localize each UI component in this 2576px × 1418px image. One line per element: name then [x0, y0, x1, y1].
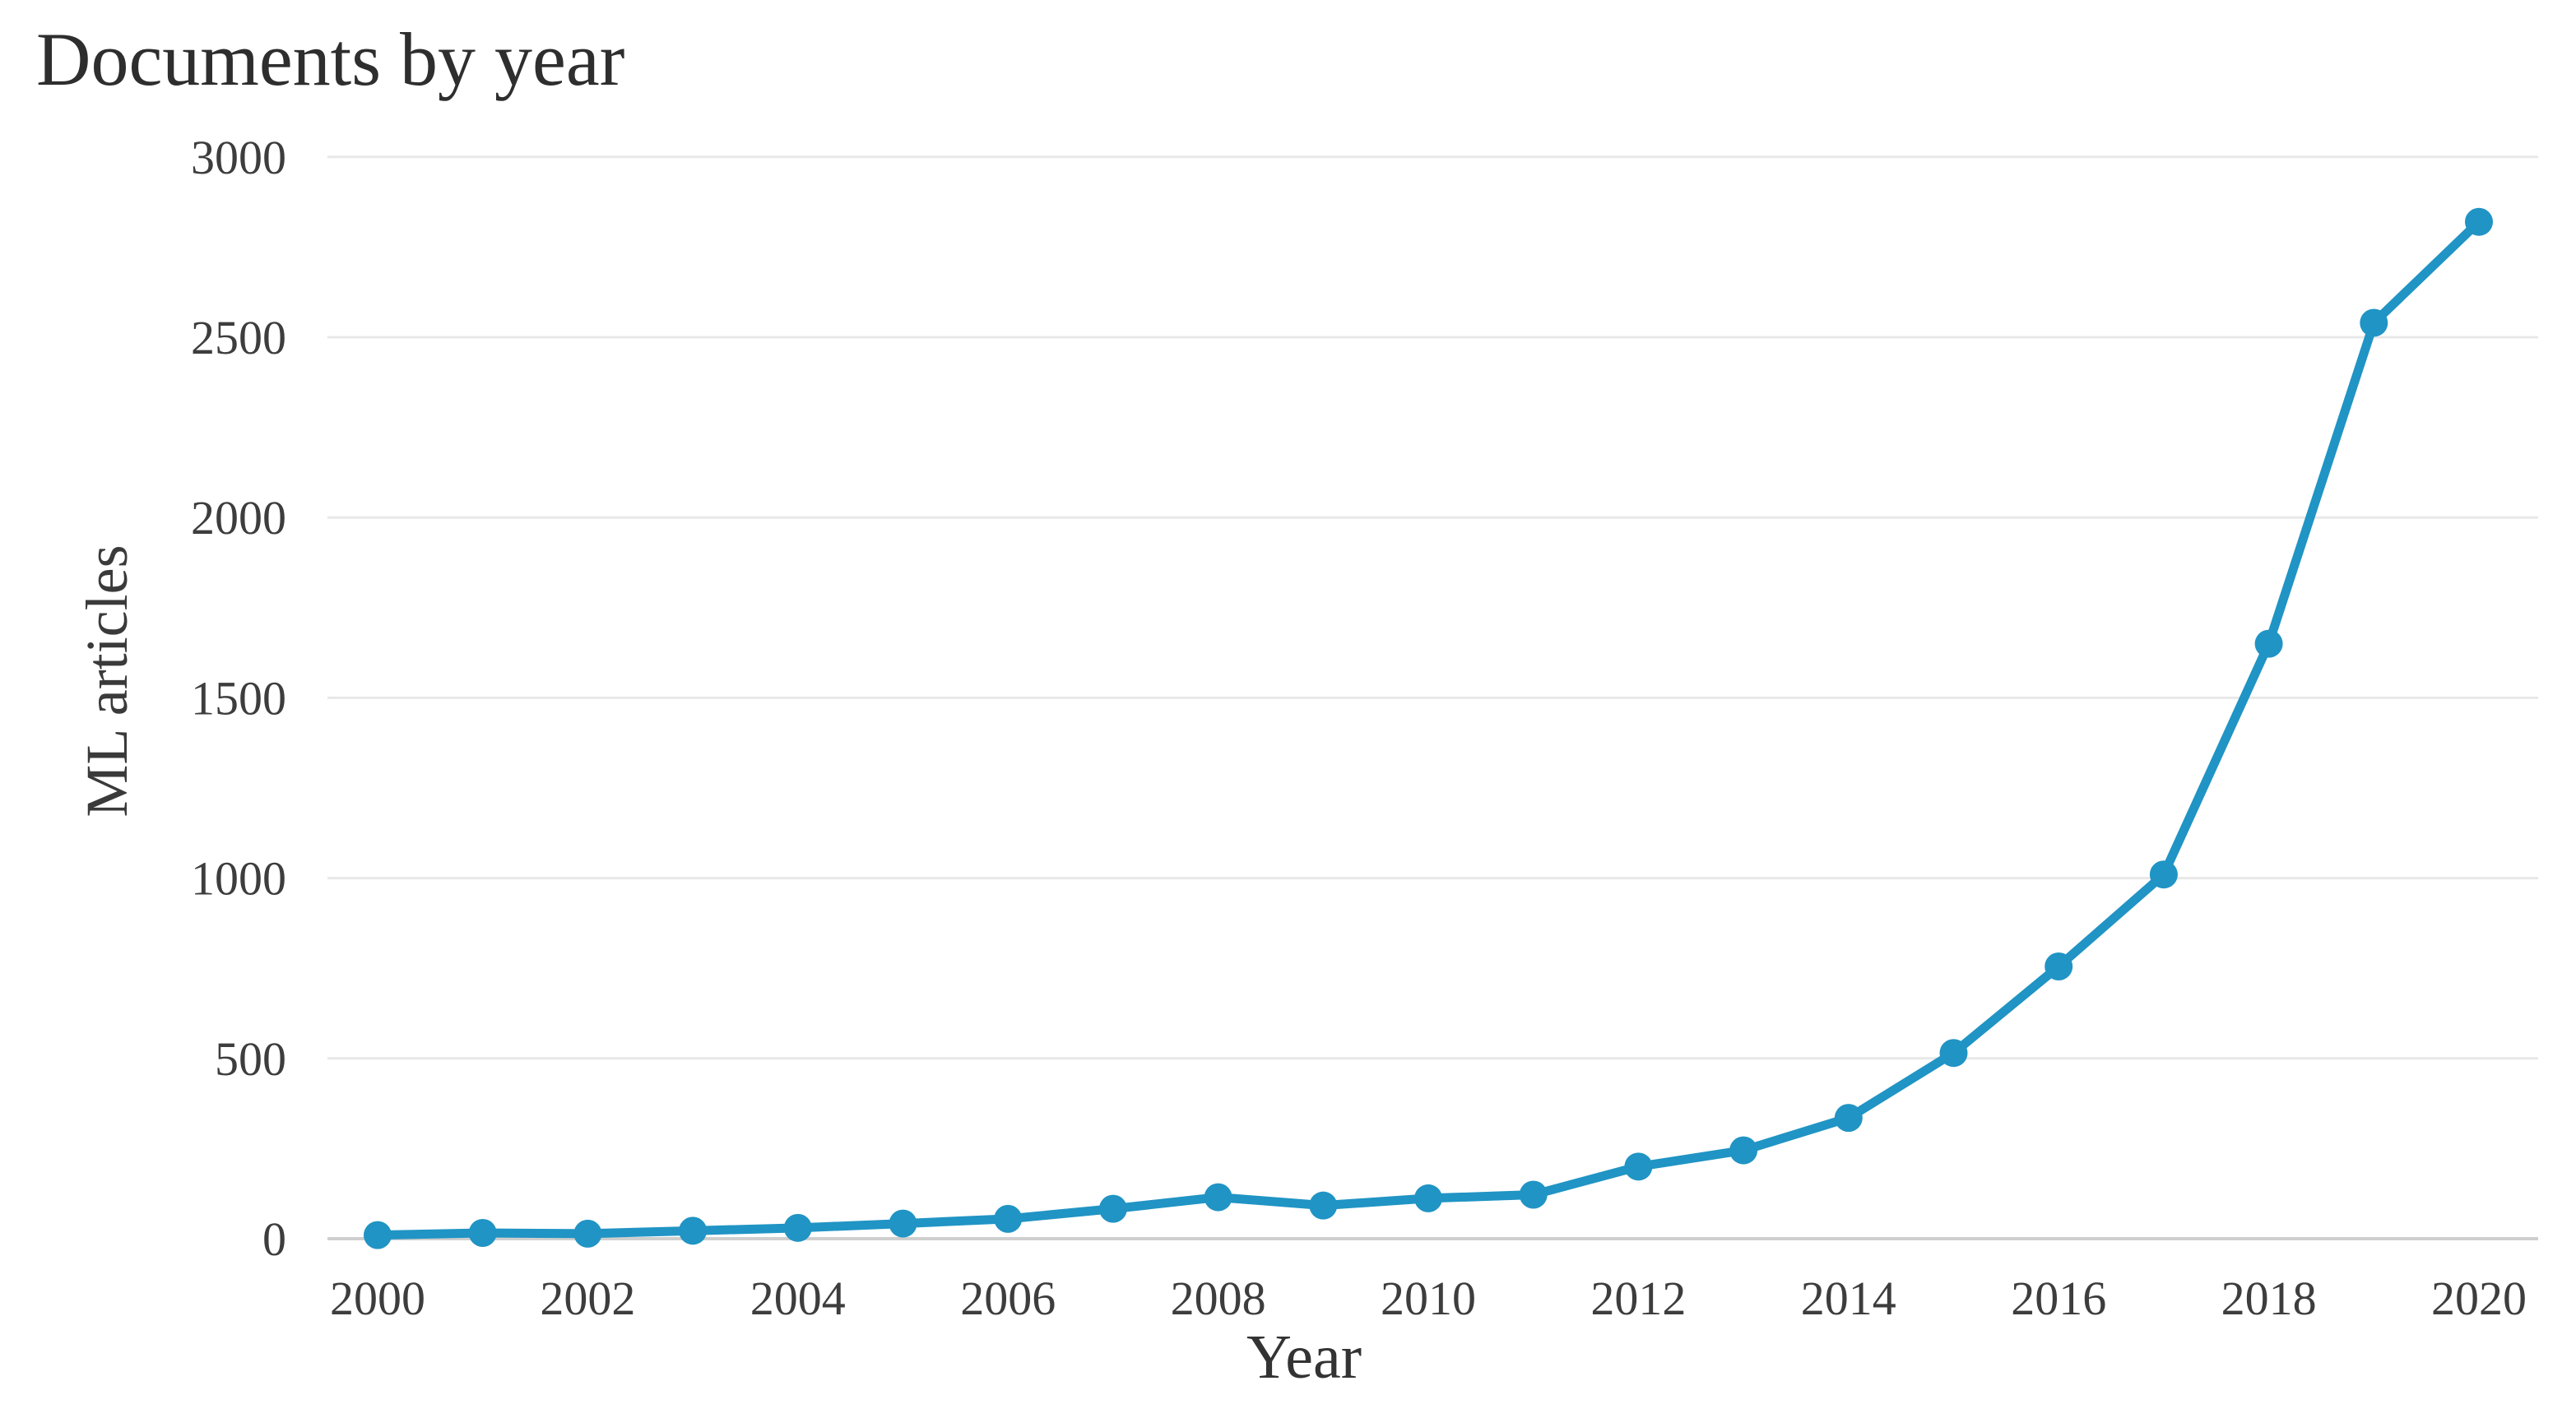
data-point-2001	[468, 1218, 497, 1247]
y-tick-label: 2500	[191, 311, 286, 364]
y-axis-title: ML articles	[74, 544, 140, 818]
x-tick-label: 2016	[2011, 1272, 2106, 1325]
data-point-2020	[2465, 207, 2493, 236]
x-tick-label: 2008	[1171, 1272, 1266, 1325]
data-point-2018	[2254, 629, 2283, 658]
data-point-2005	[889, 1209, 917, 1238]
data-point-2011	[1519, 1180, 1548, 1209]
data-point-2006	[994, 1204, 1023, 1233]
data-point-2012	[1624, 1152, 1653, 1181]
y-tick-label: 1000	[191, 852, 286, 906]
data-point-2014	[1834, 1104, 1863, 1133]
chart-title: Documents by year	[36, 17, 625, 101]
data-point-2002	[573, 1219, 602, 1248]
data-point-2019	[2360, 308, 2388, 337]
x-tick-label: 2012	[1590, 1272, 1686, 1325]
x-tick-label: 2014	[1801, 1272, 1896, 1325]
data-point-2016	[2045, 952, 2073, 981]
data-point-2017	[2149, 860, 2178, 889]
x-tick-label: 2020	[2431, 1272, 2527, 1325]
x-axis-title: Year	[1246, 1323, 1362, 1392]
data-point-2013	[1729, 1136, 1758, 1165]
x-tick-label: 2006	[960, 1272, 1056, 1325]
y-tick-label: 3000	[191, 131, 286, 184]
y-tick-label: 0	[262, 1212, 286, 1266]
x-tick-label: 2004	[750, 1272, 846, 1325]
x-tick-label: 2010	[1381, 1272, 1476, 1325]
data-point-2004	[783, 1213, 812, 1242]
x-tick-label: 2002	[540, 1272, 635, 1325]
x-tick-label: 2000	[330, 1272, 425, 1325]
data-point-2009	[1309, 1191, 1338, 1220]
data-point-2000	[364, 1221, 392, 1249]
data-point-2008	[1204, 1183, 1232, 1212]
y-tick-label: 2000	[191, 491, 286, 544]
x-tick-label: 2018	[2221, 1272, 2317, 1325]
data-point-2007	[1098, 1194, 1127, 1223]
y-tick-label: 1500	[191, 671, 286, 725]
data-point-2010	[1414, 1184, 1442, 1212]
data-line	[373, 217, 2484, 1240]
data-point-2003	[679, 1216, 708, 1245]
y-tick-label: 500	[215, 1032, 286, 1086]
data-point-2015	[1939, 1039, 1968, 1068]
